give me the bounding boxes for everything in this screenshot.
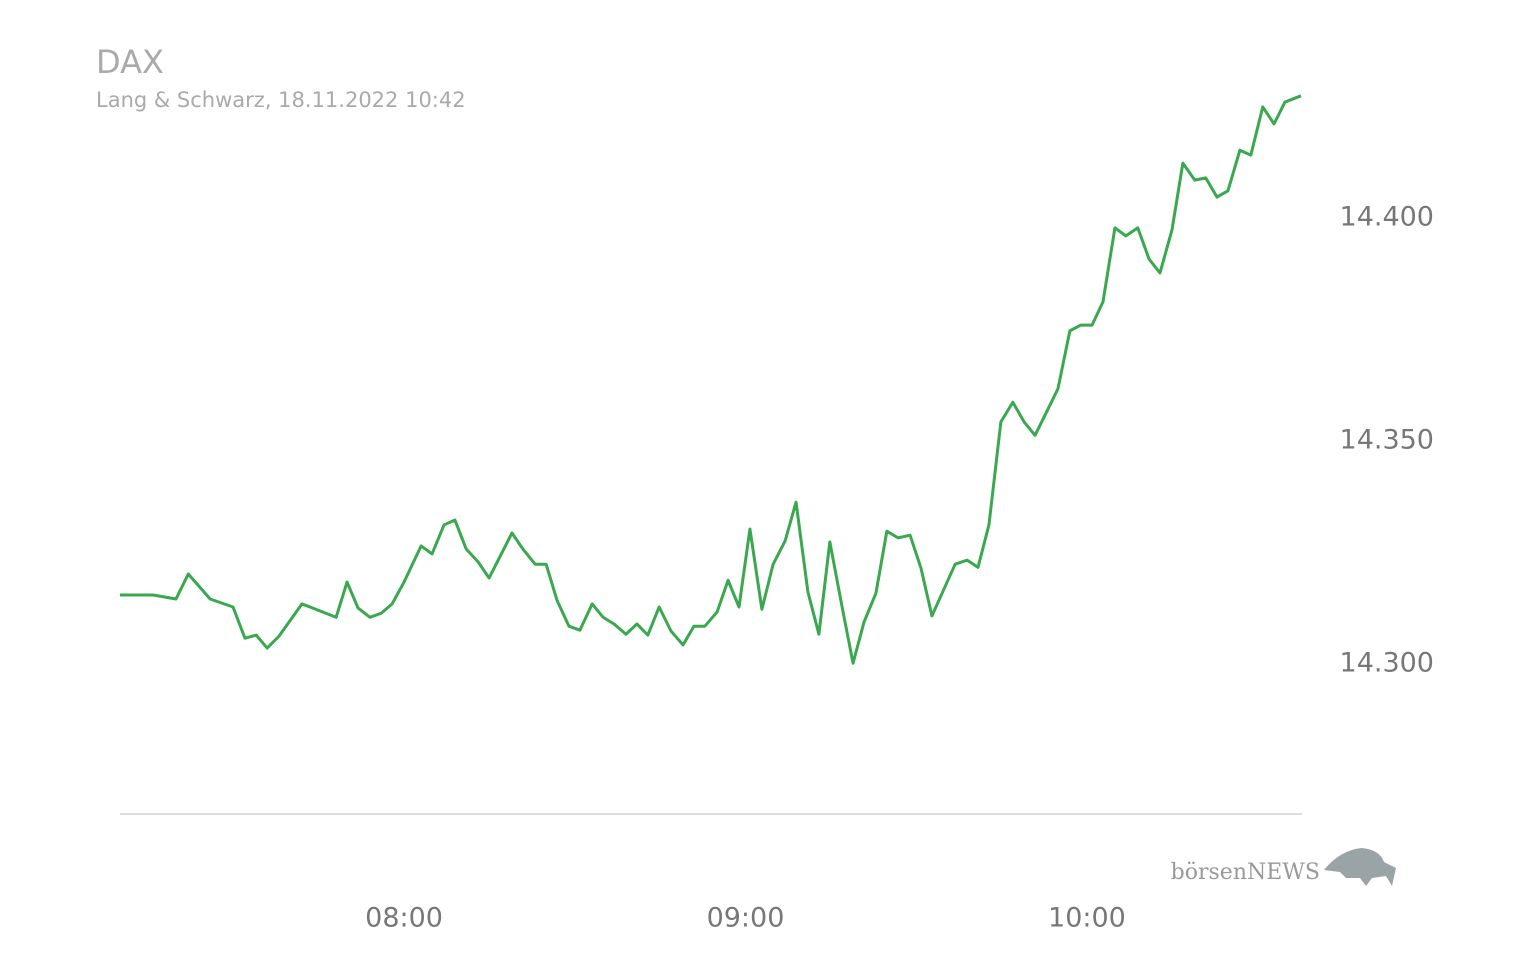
x-tick-label: 08:00 — [365, 903, 443, 934]
logo-text: börsenNEWS — [1171, 860, 1320, 885]
x-tick-label: 09:00 — [707, 903, 785, 934]
y-tick-label: 14.400 — [1340, 202, 1434, 233]
y-tick-label: 14.350 — [1340, 425, 1434, 456]
chart-title: DAX — [96, 43, 164, 81]
y-tick-label: 14.300 — [1340, 648, 1434, 679]
x-tick-label: 10:00 — [1048, 903, 1126, 934]
line-series — [120, 94, 1302, 665]
chart-subtitle: Lang & Schwarz, 18.11.2022 10:42 — [96, 88, 466, 112]
logo-bull — [1324, 848, 1396, 886]
